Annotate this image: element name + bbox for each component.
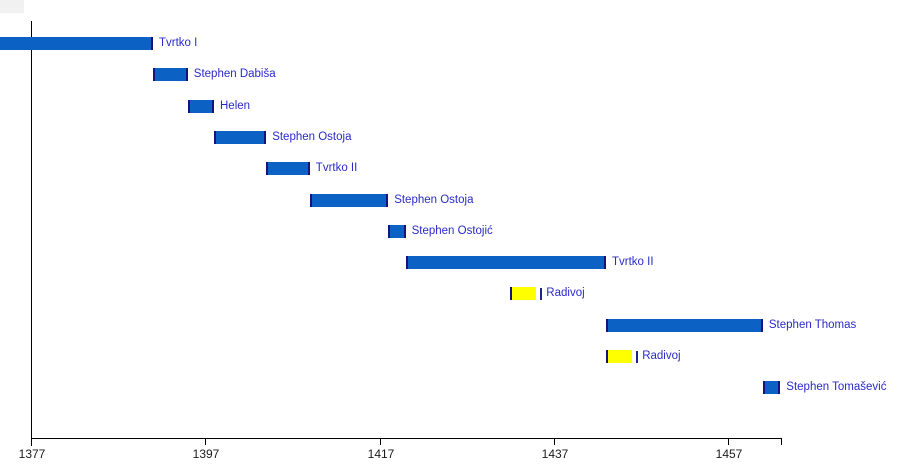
timeline-bar <box>510 287 537 300</box>
bar-label[interactable]: Helen <box>220 100 251 112</box>
bar-label[interactable]: Stephen Ostoja <box>394 194 474 206</box>
bar-label[interactable]: Stephen Ostojić <box>411 225 493 237</box>
x-axis-tick <box>31 438 32 445</box>
x-axis-tick <box>554 438 555 445</box>
bar-label[interactable]: Radivoj <box>546 287 585 299</box>
timeline-bar <box>388 225 406 238</box>
bar-end-mark <box>540 288 543 300</box>
timeline-bar <box>0 37 153 50</box>
bar-end-mark <box>636 351 639 363</box>
timeline-bar <box>309 194 389 207</box>
x-axis-tick <box>728 438 729 445</box>
x-axis-line <box>31 438 782 439</box>
bar-label[interactable]: Stephen Dabiša <box>193 68 276 80</box>
timeline-bar <box>606 319 763 332</box>
timeline-bar <box>266 162 310 175</box>
x-axis-tick <box>380 438 381 445</box>
x-axis-end-tick <box>781 438 782 445</box>
timeline-bar <box>606 350 633 363</box>
x-axis-tick-label: 1417 <box>367 447 395 461</box>
x-axis-tick <box>205 438 206 445</box>
bar-label[interactable]: Stephen Tomašević <box>786 381 887 393</box>
timeline-bar <box>214 131 267 144</box>
bar-label[interactable]: Tvrtko II <box>315 162 358 174</box>
timeline-bar <box>405 256 606 269</box>
bar-label[interactable]: Tvrtko II <box>612 256 654 268</box>
x-axis-tick-label: 1397 <box>192 447 220 461</box>
bar-label[interactable]: Stephen Ostoja <box>272 131 352 143</box>
bar-label[interactable]: Tvrtko I <box>159 37 198 49</box>
x-axis-tick-label: 1457 <box>715 447 743 461</box>
bar-label[interactable]: Radivoj <box>642 350 681 362</box>
timeline-bar <box>187 100 214 113</box>
timeline-bar <box>762 381 781 394</box>
x-axis-tick-label: 1437 <box>541 447 569 461</box>
y-axis-line <box>31 21 32 446</box>
x-axis-tick-label: 1377 <box>18 447 46 461</box>
bar-label[interactable]: Stephen Thomas <box>768 319 857 331</box>
corner-artifact <box>0 0 24 13</box>
timeline-bar <box>153 68 188 81</box>
